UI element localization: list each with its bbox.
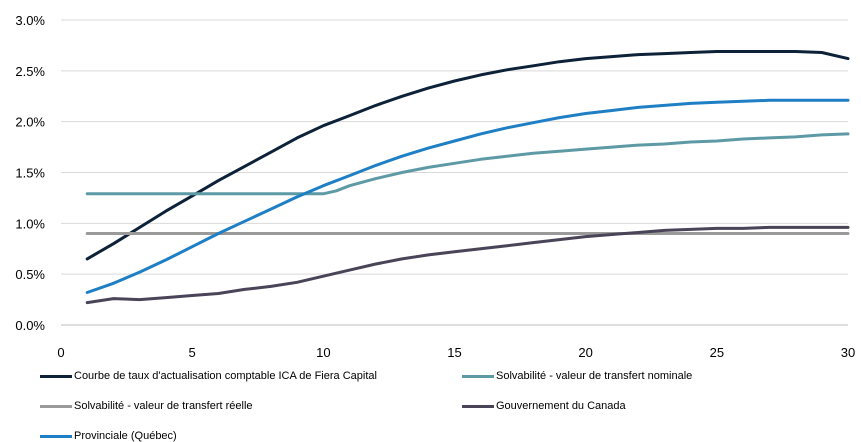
y-tick-label: 0.0% [15,318,45,333]
series-line-4 [85,98,850,294]
legend-item-solv-nominale: Solvabilité - valeur de transfert nomina… [462,370,692,382]
legend-swatch [40,434,72,438]
legend-label: Solvabilité - valeur de transfert réelle [74,400,253,412]
x-tick-label: 5 [189,345,196,360]
x-tick-label: 10 [316,345,330,360]
y-tick-label: 2.5% [15,64,45,79]
legend-swatch [462,374,494,378]
x-tick-label: 20 [578,345,592,360]
y-tick-label: 1.0% [15,216,45,231]
legend-item-quebec: Provinciale (Québec) [40,430,177,442]
legend-swatch [40,404,72,408]
x-tick-label: 30 [841,345,855,360]
y-tick-label: 2.0% [15,115,45,130]
x-tick-label: 15 [447,345,461,360]
legend-label: Courbe de taux d'actualisation comptable… [74,370,377,382]
legend-swatch [462,404,494,408]
series-line-1 [85,132,850,196]
series-line-3 [85,225,850,305]
legend-label: Provinciale (Québec) [74,430,177,442]
line-chart: 0.0% 0.5% 1.0% 1.5% 2.0% 2.5% 3.0% 0 5 10 15 20 25 3… [15,13,855,360]
legend-swatch [40,374,72,378]
y-axis-tick-labels: 0.0% 0.5% 1.0% 1.5% 2.0% 2.5% 3.0% [15,13,45,333]
legend-item-canada: Gouvernement du Canada [462,400,626,412]
y-tick-label: 3.0% [15,13,45,28]
gridlines [61,19,848,275]
y-tick-label: 0.5% [15,267,45,282]
legend-label: Gouvernement du Canada [496,400,626,412]
y-tick-label: 1.5% [15,166,45,181]
x-tick-label: 25 [710,345,724,360]
legend-item-solv-reelle: Solvabilité - valeur de transfert réelle [40,400,253,412]
x-axis-tick-labels: 0 5 10 15 20 25 30 [57,345,855,360]
legend-label: Solvabilité - valeur de transfert nomina… [496,370,693,382]
legend-item-fiera: Courbe de taux d'actualisation comptable… [40,370,377,382]
x-tick-label: 0 [57,345,64,360]
series-lines [85,50,850,305]
series-line-0 [85,50,850,261]
